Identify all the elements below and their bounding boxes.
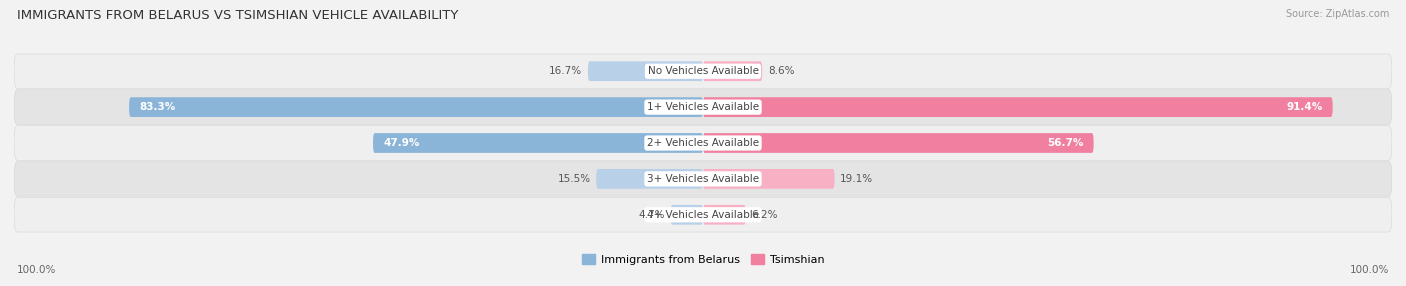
Text: 56.7%: 56.7% <box>1047 138 1083 148</box>
Text: 100.0%: 100.0% <box>17 265 56 275</box>
FancyBboxPatch shape <box>703 61 762 81</box>
Text: 2+ Vehicles Available: 2+ Vehicles Available <box>647 138 759 148</box>
FancyBboxPatch shape <box>703 97 1333 117</box>
Text: 100.0%: 100.0% <box>1350 265 1389 275</box>
Text: 8.6%: 8.6% <box>768 66 794 76</box>
Legend: Immigrants from Belarus, Tsimshian: Immigrants from Belarus, Tsimshian <box>578 250 828 269</box>
FancyBboxPatch shape <box>129 97 703 117</box>
Text: 47.9%: 47.9% <box>384 138 420 148</box>
Text: No Vehicles Available: No Vehicles Available <box>648 66 758 76</box>
Text: 15.5%: 15.5% <box>558 174 591 184</box>
Text: 19.1%: 19.1% <box>841 174 873 184</box>
Text: Source: ZipAtlas.com: Source: ZipAtlas.com <box>1285 9 1389 19</box>
FancyBboxPatch shape <box>14 162 1392 196</box>
FancyBboxPatch shape <box>588 61 703 81</box>
Text: 3+ Vehicles Available: 3+ Vehicles Available <box>647 174 759 184</box>
FancyBboxPatch shape <box>596 169 703 189</box>
FancyBboxPatch shape <box>703 133 1094 153</box>
FancyBboxPatch shape <box>14 126 1392 160</box>
FancyBboxPatch shape <box>14 54 1392 88</box>
Text: 83.3%: 83.3% <box>139 102 176 112</box>
FancyBboxPatch shape <box>703 169 835 189</box>
Text: 16.7%: 16.7% <box>550 66 582 76</box>
Text: IMMIGRANTS FROM BELARUS VS TSIMSHIAN VEHICLE AVAILABILITY: IMMIGRANTS FROM BELARUS VS TSIMSHIAN VEH… <box>17 9 458 21</box>
Text: 91.4%: 91.4% <box>1286 102 1323 112</box>
Text: 1+ Vehicles Available: 1+ Vehicles Available <box>647 102 759 112</box>
FancyBboxPatch shape <box>14 90 1392 124</box>
FancyBboxPatch shape <box>373 133 703 153</box>
FancyBboxPatch shape <box>671 205 703 225</box>
FancyBboxPatch shape <box>14 198 1392 232</box>
FancyBboxPatch shape <box>703 205 745 225</box>
Text: 4.7%: 4.7% <box>638 210 665 220</box>
Text: 6.2%: 6.2% <box>751 210 778 220</box>
Text: 4+ Vehicles Available: 4+ Vehicles Available <box>647 210 759 220</box>
